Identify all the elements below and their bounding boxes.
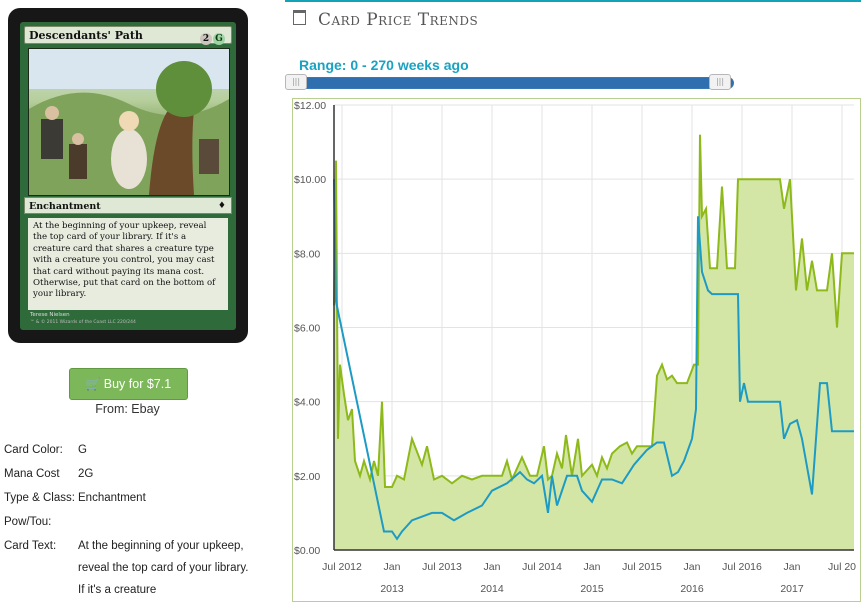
x-tick-label: Jan: [384, 561, 401, 573]
series-line-1: [333, 179, 854, 541]
card-name: Descendants' Path: [29, 29, 143, 42]
y-tick-label: $2.00: [294, 471, 320, 483]
x-tick-label: Jul 2014: [522, 561, 562, 573]
property-label: Mana Cost: [4, 468, 60, 480]
property-value: 2G: [78, 468, 94, 480]
y-tick-label: $8.00: [294, 248, 320, 260]
x-tick-label: Jul 2015: [622, 561, 662, 573]
mana-green-icon: G: [213, 33, 225, 45]
header-accent-rule: [285, 0, 861, 2]
price-chart: $0.00 $2.00 $4.00 $6.00 $8.00 $10.00 $12.00 Jul…: [292, 98, 861, 602]
price-trends-title: Card Price Trends: [293, 10, 478, 30]
card-rules-text: At the beginning of your upkeep, reveal …: [28, 218, 228, 310]
range-slider-start-handle[interactable]: |||: [285, 74, 307, 90]
x-year-label: 2013: [380, 583, 404, 595]
y-tick-label: $6.00: [294, 323, 320, 335]
range-label: Range: 0 - 270 weeks ago: [299, 57, 469, 73]
price-chart-svg: $0.00 $2.00 $4.00 $6.00 $8.00 $10.00 $12.00 Jul…: [294, 100, 856, 595]
property-label: Type & Class:: [4, 492, 75, 504]
range-slider[interactable]: ||| |||: [285, 74, 734, 90]
card-artist: Terese Nielsen: [30, 312, 70, 318]
buy-button[interactable]: 🛒 Buy for $7.1: [69, 368, 188, 400]
x-tick-label: Jan: [684, 561, 701, 573]
series-area-fill: [334, 134, 854, 550]
y-tick-label: $12.00: [294, 100, 326, 112]
buy-source: From: Ebay: [95, 402, 160, 416]
set-symbol-icon: ♦: [217, 201, 226, 211]
property-value: At the beginning of your upkeep, reveal …: [78, 540, 249, 596]
x-tick-label: Jan: [784, 561, 801, 573]
x-year-label: 2015: [580, 583, 604, 595]
y-tick-label: $0.00: [294, 545, 320, 557]
x-tick-label: Jan: [484, 561, 501, 573]
mana-generic-icon: 2: [200, 33, 212, 45]
x-year-label: 2014: [480, 583, 504, 595]
card-artwork: [28, 48, 230, 196]
property-label: Pow/Tou:: [4, 516, 52, 528]
x-tick-label: Jul 2016: [722, 561, 762, 573]
card-type-line: Enchantment ♦: [24, 197, 232, 214]
y-tick-label: $4.00: [294, 397, 320, 409]
property-label: Card Text:: [4, 540, 57, 552]
series-line-0: [333, 134, 854, 488]
x-tick-label: Jul 2012: [322, 561, 362, 573]
x-tick-label: Jul 20: [828, 561, 856, 573]
property-label: Card Color:: [4, 444, 63, 456]
shopping-cart-icon: 🛒: [85, 377, 101, 391]
range-slider-end-handle[interactable]: |||: [709, 74, 731, 90]
x-tick-label: Jul 2013: [422, 561, 462, 573]
x-year-label: 2016: [680, 583, 704, 595]
x-year-label: 2017: [780, 583, 804, 595]
property-value: G: [78, 444, 87, 456]
x-tick-label: Jan: [584, 561, 601, 573]
card-copyright: ™ & © 2011 Wizards of the Coast LLC 220/…: [30, 320, 136, 325]
buy-button-label: Buy for $7.1: [103, 377, 172, 391]
y-tick-label: $10.00: [294, 174, 326, 186]
calendar-icon: [293, 10, 306, 25]
property-value: Enchantment: [78, 492, 146, 504]
